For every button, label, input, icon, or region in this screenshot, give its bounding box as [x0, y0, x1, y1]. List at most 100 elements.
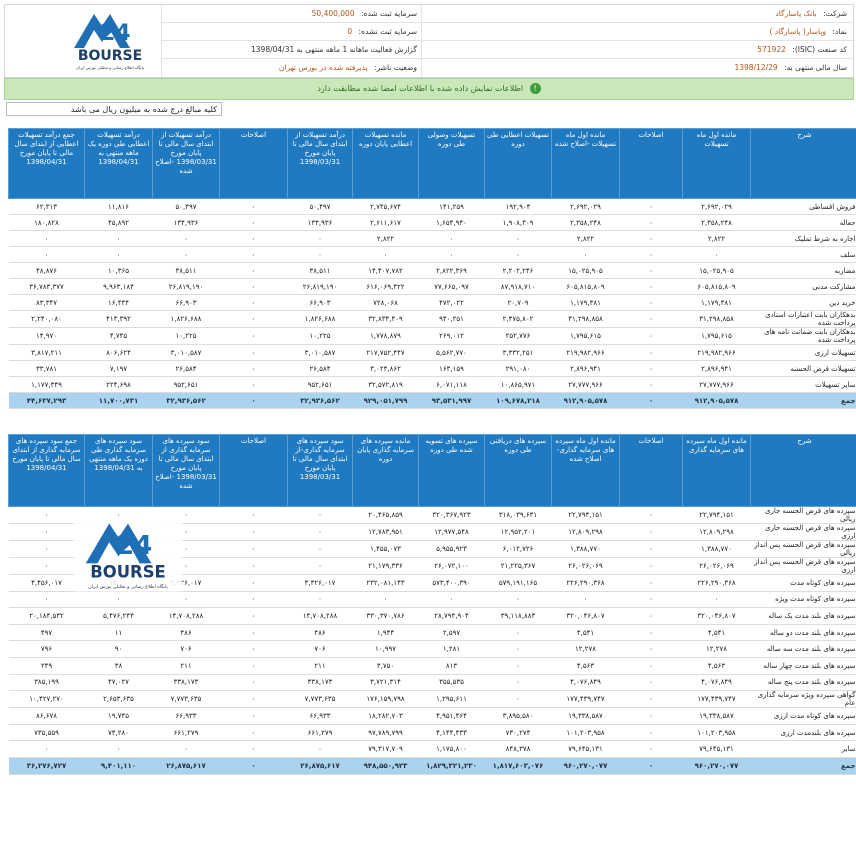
table-cell: ۱۰,۲۲۵ — [152, 327, 220, 345]
table-cell: ۲۷,۷۷۷,۹۶۶ — [551, 376, 620, 393]
table-cell: ۱,۴۵۵,۰۷۳ — [352, 540, 419, 558]
table-cell: ۰ — [219, 557, 288, 575]
table-row: گواهی سپرده ویژه سرمایه گذاری عام ۱۷۷,۴۳۹… — [8, 690, 856, 709]
total-cell: ۲۶,۸۷۵,۶۱۷ — [287, 757, 353, 775]
table-cell: ۰ — [219, 591, 288, 609]
verification-notice: ! اطلاعات نمایش داده شده با اطلاعات امضا… — [4, 78, 854, 100]
table-row: فروش اقساطی ۲,۶۹۲,۰۲۹ ۰ ۲,۶۹۲,۰۲۹ ۱۹۲,۹۰۴ ۱۴۱… — [8, 198, 856, 215]
table-row: سپرده های بلند مدت دو ساله ۴,۵۴۱ ۰ ۴,۵۴۱ ۰ ۲,… — [8, 624, 856, 642]
table-cell: ۰ — [484, 674, 552, 692]
table-cell: ۰ — [219, 740, 288, 758]
table-cell: ۰ — [619, 294, 683, 311]
table-cell: ۳,۷۵۰ — [352, 657, 419, 675]
table-cell: ۱۰,۴۲۷,۲۷۰ — [8, 690, 85, 709]
table-cell: ۰ — [619, 574, 683, 592]
table-cell: ۷,۷۷۳,۶۳۵ — [152, 690, 220, 709]
table-cell: ۲,۸۲۲ — [551, 230, 620, 247]
table-row: سپرده های کوتاه مدت ارزی ۱۹,۳۳۸,۵۸۷ ۰ ۱۹,۳۳… — [8, 707, 856, 725]
table-cell: ۶۶۱,۲۷۹ — [152, 724, 220, 742]
table-cell: ۱۴,۹۷۰ — [8, 327, 85, 345]
table-cell: ۱۰۱,۲۰۳,۹۵۸ — [682, 724, 751, 742]
row-label: تسهیلات ارزی — [750, 344, 856, 361]
table-cell: ۱۳۴,۹۳۶ — [152, 214, 220, 231]
table-cell: ۸۷,۹۱۸,۷۱۰ — [484, 278, 552, 295]
table-cell: ۰ — [619, 376, 683, 393]
row-label: جعاله — [750, 214, 856, 231]
table-cell: ۷۹,۳۱۷,۷۰۹ — [352, 740, 419, 758]
table-cell: ۰ — [619, 740, 683, 758]
table-cell: ۳۲۰,۳۶۷,۹۲۳ — [418, 506, 485, 524]
table-cell: ۳۸,۵۱۱ — [287, 262, 353, 279]
table-cell: ۱۲,۷۸۳,۹۵۱ — [352, 523, 419, 541]
table-cell: ۱۲,۹۷۷,۵۴۸ — [418, 523, 485, 541]
check-circle-icon: ! — [529, 83, 541, 94]
table-cell: ۴۵,۸۹۲ — [84, 214, 153, 231]
table-cell: ۸۳,۳۴۷ — [8, 294, 85, 311]
watermark-subtitle: پایگاه اطلاع رسانی و تحلیلی بورس ایران — [88, 583, 168, 590]
facilities-header-cell: شرح — [750, 128, 856, 199]
table-cell: ۶۶,۹۳۳ — [287, 707, 353, 725]
total-cell: ۹۱۲,۹۰۵,۵۷۸ — [551, 392, 620, 409]
table-cell: ۴,۱۴۴,۴۳۳ — [418, 724, 485, 742]
table-cell: ۰ — [8, 506, 85, 524]
table-cell: ۲۲۴,۶۹۸ — [84, 376, 153, 393]
table-cell: ۷,۷۷۳,۶۳۵ — [287, 690, 353, 709]
table-cell: ۲۲,۷۹۴,۱۵۱ — [551, 506, 620, 524]
table-cell: ۰ — [619, 230, 683, 247]
table-cell: ۰ — [8, 230, 85, 247]
table-cell: ۴۱۳,۳۹۲ — [84, 310, 153, 328]
table-cell: ۰ — [219, 574, 288, 592]
fiscal-row: سال مالی منتهی به: 1398/12/29 — [734, 59, 847, 76]
total-cell: ۳۲,۹۳۶,۵۶۲ — [287, 392, 353, 409]
table-cell: ۷۹,۶۴۵,۱۳۱ — [682, 740, 751, 758]
logo-subtitle: پایگاه اطلاع رسانی و تحلیلی بورس ایران — [76, 65, 144, 70]
table-cell: ۲۹۱,۰۸۰ — [484, 360, 552, 377]
total-row: جمع ۹۱۲,۹۰۵,۵۷۸ ۰ ۹۱۲,۹۰۵,۵۷۸ ۱۰۹,۶۷۸,۲۱۸ ۹۳,… — [8, 392, 856, 409]
table-cell: ۰ — [219, 310, 288, 328]
table-cell: ۰ — [219, 198, 288, 215]
table-cell: ۱,۷۹۵,۶۱۵ — [551, 327, 620, 345]
table-cell: ۲۲۶,۲۹۰,۳۶۸ — [551, 574, 620, 592]
table-cell: ۰ — [619, 327, 683, 345]
table-cell: ۰ — [619, 310, 683, 328]
table-cell: ۷۷,۶۶۵,۰۹۷ — [418, 278, 485, 295]
notice-text: اطلاعات نمایش داده شده با اطلاعات امضا ش… — [317, 84, 524, 93]
total-cell: ۹,۴۰۱,۱۱۰ — [84, 757, 153, 775]
table-cell: ۰ — [219, 344, 288, 361]
row-label: سپرده های بلندمدت ارزی — [750, 724, 856, 742]
table-cell: ۰ — [619, 724, 683, 742]
table-cell: ۰ — [219, 724, 288, 742]
table-cell: ۳,۷۲۱,۳۱۴ — [352, 674, 419, 692]
facilities-header-cell: درآمد تسهیلات اعطایی طی دوره یک ماهه منت… — [84, 128, 153, 199]
total-cell: ۳۲,۹۳۶,۵۶۲ — [152, 392, 220, 409]
table-cell: ۵۷۳,۴۰۰,۳۹۰ — [418, 574, 485, 592]
table-cell: ۳۲,۵۷۲,۸۱۹ — [352, 376, 419, 393]
table-cell: ۳۸,۵۱۱ — [152, 262, 220, 279]
table-cell: ۱۲,۲۷۸ — [551, 640, 620, 658]
table-cell: ۷۰۶ — [152, 640, 220, 658]
table-cell: ۱۰,۹۹۷ — [352, 640, 419, 658]
table-cell: ۱۵,۰۲۵,۹۰۵ — [551, 262, 620, 279]
table-cell: ۱,۳۸۸,۷۷۰ — [551, 540, 620, 558]
table-cell: ۰ — [619, 690, 683, 709]
table-cell: ۴,۰۷۶,۸۴۹ — [682, 674, 751, 692]
table-cell: ۶۶۱,۲۷۹ — [287, 724, 353, 742]
table-row: تسهیلات ارزی ۲۱۹,۹۸۲,۹۶۶ ۰ ۲۱۹,۹۸۲,۹۶۶ ۳,۳۳۲… — [8, 344, 856, 361]
table-row: سایر ۷۹,۶۴۵,۱۳۱ ۰ ۷۹,۶۴۵,۱۳۱ ۸۴۸,۳۷۸ ۱,۱۷۵,۸۰… — [8, 740, 856, 758]
table-cell: ۱,۲۹۵,۶۱۱ — [418, 690, 485, 709]
table-cell: ۲,۳۵۸,۲۴۸ — [551, 214, 620, 231]
table-cell: ۰ — [219, 674, 288, 692]
deposits-table: شرح مانده اول ماه سپرده های سرمایه گذاری ا… — [8, 434, 856, 775]
company-row: شرکت: بانک پاسارگاد — [775, 5, 847, 22]
table-cell: ۴۸۶ — [287, 624, 353, 642]
table-cell: ۲۶,۰۷۲,۱۰۰ — [418, 557, 485, 575]
table-cell: ۰ — [84, 246, 153, 263]
table-cell: ۳,۰۱۰,۵۸۷ — [287, 344, 353, 361]
table-row: بدهکاران بابت ضمانت نامه های پرداخت شده ۱… — [8, 327, 856, 345]
table-cell: ۰ — [484, 690, 552, 709]
table-cell: ۰ — [619, 607, 683, 625]
table-cell: ۰ — [619, 540, 683, 558]
table-cell: ۰ — [287, 246, 353, 263]
table-cell: ۰ — [8, 540, 85, 558]
table-cell: ۰ — [551, 591, 620, 609]
